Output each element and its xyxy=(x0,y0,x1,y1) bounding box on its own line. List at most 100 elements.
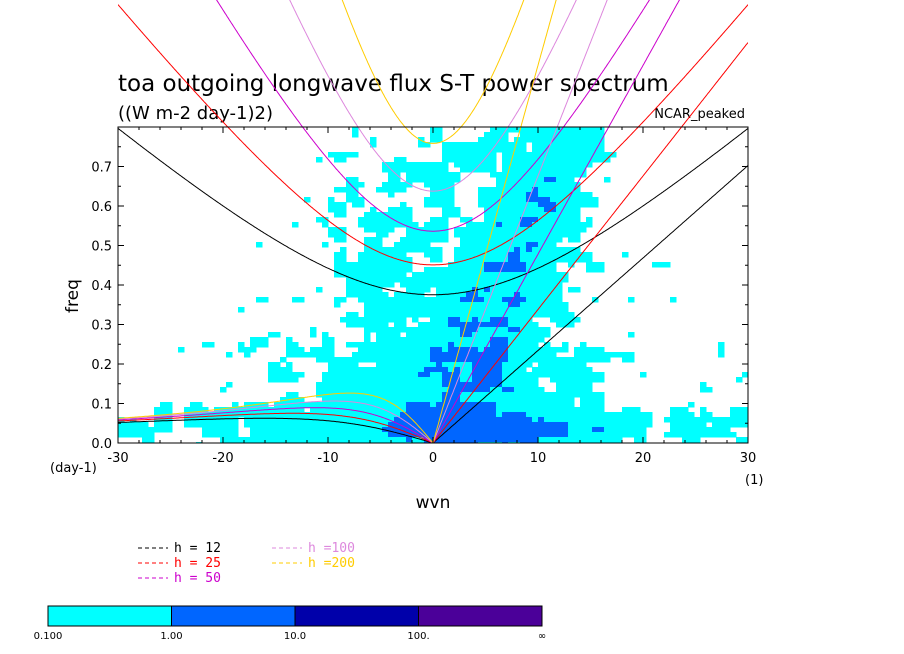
heatmap-cell xyxy=(478,142,485,148)
heatmap-cell xyxy=(520,197,527,203)
heatmap-cell xyxy=(406,367,413,373)
heatmap-cell xyxy=(580,402,587,408)
heatmap-cell xyxy=(292,222,299,228)
heatmap-cell xyxy=(448,332,455,338)
heatmap-cell xyxy=(442,217,449,223)
heatmap-cell xyxy=(466,242,473,248)
heatmap-cell xyxy=(160,422,167,428)
heatmap-cell xyxy=(562,147,569,153)
heatmap-cell xyxy=(742,407,748,413)
heatmap-cell xyxy=(484,407,491,413)
heatmap-cell xyxy=(436,357,443,363)
heatmap-cell xyxy=(202,342,209,348)
heatmap-cell xyxy=(526,302,533,308)
heatmap-cell xyxy=(442,427,449,433)
heatmap-cell xyxy=(562,302,569,308)
heatmap-cell xyxy=(352,362,359,368)
heatmap-cell xyxy=(520,427,527,433)
heatmap-cell xyxy=(250,412,257,418)
heatmap-cell xyxy=(442,382,449,388)
heatmap-cell xyxy=(310,407,317,413)
heatmap-cell xyxy=(406,422,413,428)
heatmap-cell xyxy=(574,437,581,443)
heatmap-cell xyxy=(388,272,395,278)
heatmap-cell xyxy=(550,297,557,303)
heatmap-cell xyxy=(334,157,341,163)
heatmap-cell xyxy=(568,407,575,413)
heatmap-cell xyxy=(514,152,521,158)
heatmap-cell xyxy=(292,347,299,353)
heatmap-cell xyxy=(298,412,305,418)
heatmap-cell xyxy=(394,362,401,368)
heatmap-cell xyxy=(346,422,353,428)
heatmap-cell xyxy=(418,172,425,178)
heatmap-cell xyxy=(214,422,221,428)
heatmap-cell xyxy=(400,267,407,273)
heatmap-cell xyxy=(346,427,353,433)
heatmap-cell xyxy=(496,302,503,308)
heatmap-cell xyxy=(352,382,359,388)
heatmap-cell xyxy=(400,257,407,263)
heatmap-cell xyxy=(634,407,641,413)
heatmap-cell xyxy=(412,357,419,363)
heatmap-cell xyxy=(382,262,389,268)
heatmap-cell xyxy=(526,207,533,213)
heatmap-cell xyxy=(334,357,341,363)
heatmap-cell xyxy=(394,267,401,273)
heatmap-cell xyxy=(502,142,509,148)
heatmap-cell xyxy=(574,377,581,383)
heatmap-cell xyxy=(526,197,533,203)
heatmap-cell xyxy=(388,342,395,348)
heatmap-cell xyxy=(502,392,509,398)
heatmap-cell xyxy=(442,187,449,193)
heatmap-cell xyxy=(514,307,521,313)
heatmap-cell xyxy=(382,357,389,363)
heatmap-cell xyxy=(442,182,449,188)
heatmap-cell xyxy=(484,147,491,153)
heatmap-cell xyxy=(538,412,545,418)
heatmap-cell xyxy=(502,417,509,423)
heatmap-cell xyxy=(550,412,557,418)
heatmap-cell xyxy=(508,282,515,288)
heatmap-cell xyxy=(532,332,539,338)
heatmap-cell xyxy=(130,432,137,438)
heatmap-cell xyxy=(616,412,623,418)
heatmap-cell xyxy=(568,312,575,318)
heatmap-cell xyxy=(538,427,545,433)
heatmap-cell xyxy=(424,347,431,353)
heatmap-cell xyxy=(436,172,443,178)
heatmap-cell xyxy=(544,192,551,198)
heatmap-cell xyxy=(388,247,395,253)
heatmap-cell xyxy=(364,227,371,233)
heatmap-cell xyxy=(346,312,353,318)
heatmap-cell xyxy=(520,262,527,268)
heatmap-cell xyxy=(328,402,335,408)
heatmap-cell xyxy=(556,437,563,443)
heatmap-cell xyxy=(724,432,731,438)
heatmap-cell xyxy=(412,242,419,248)
heatmap-cell xyxy=(412,232,419,238)
heatmap-cell xyxy=(478,377,485,383)
heatmap-cell xyxy=(292,377,299,383)
heatmap-cell xyxy=(556,397,563,403)
heatmap-cell xyxy=(508,397,515,403)
heatmap-cell xyxy=(544,227,551,233)
heatmap-cell xyxy=(382,342,389,348)
heatmap-cell xyxy=(574,217,581,223)
heatmap-cell xyxy=(724,422,731,428)
heatmap-cell xyxy=(394,347,401,353)
heatmap-cell xyxy=(568,147,575,153)
heatmap-cell xyxy=(154,407,161,413)
heatmap-cell xyxy=(508,267,515,273)
heatmap-cell xyxy=(478,387,485,393)
heatmap-cell xyxy=(532,307,539,313)
heatmap-cell xyxy=(346,182,353,188)
heatmap-cell xyxy=(244,422,251,428)
heatmap-cell xyxy=(460,407,467,413)
heatmap-cell xyxy=(454,227,461,233)
heatmap-cell xyxy=(442,162,449,168)
heatmap-cell xyxy=(298,372,305,378)
heatmap-cell xyxy=(436,217,443,223)
heatmap-cell xyxy=(688,437,695,443)
heatmap-cell xyxy=(370,307,377,313)
